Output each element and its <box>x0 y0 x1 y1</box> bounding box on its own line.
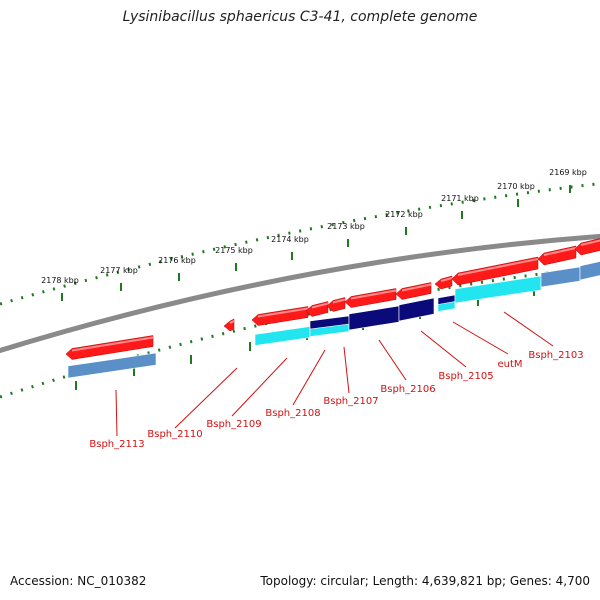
gene-label: Bsph_2108 <box>265 408 320 419</box>
gene-bar-right-1 <box>540 266 581 288</box>
cds-arrow-right-1-highlight <box>543 247 577 256</box>
ruler-label: 2178 kbp <box>41 276 79 285</box>
cds-arrow-bsph-2108-highlight <box>311 302 329 309</box>
cds-arrow-bsph-2105-highlight <box>401 283 432 292</box>
gene-bar-eutm <box>437 301 456 312</box>
cds-arrow-right-2-highlight <box>580 239 600 246</box>
cds-arrow-bsph-2107-highlight <box>332 298 346 304</box>
cds-arrow-bsph-2110-highlight <box>229 320 235 324</box>
gene-bar-bsph-2105 <box>398 297 435 322</box>
callout-line <box>503 311 554 347</box>
map-title: Lysinibacillus sphaericus C3-41, complet… <box>122 9 478 25</box>
ruler-labels: 2169 kbp 2170 kbp 2171 kbp 2172 kbp 2173 kbp… <box>41 168 587 285</box>
gene-label: Bsph_2107 <box>323 396 378 407</box>
gene-label: Bsph_2110 <box>147 429 202 440</box>
genome-backbone <box>0 233 600 354</box>
gene-bar-bsph-2113 <box>67 352 157 379</box>
ruler-label: 2175 kbp <box>215 246 253 255</box>
gene-label: Bsph_2113 <box>89 439 144 450</box>
ruler-label: 2176 kbp <box>158 256 196 265</box>
ruler-label: 2173 kbp <box>327 222 365 231</box>
callout-line <box>231 357 288 417</box>
feature-track <box>65 238 600 379</box>
gene-label: Bsph_2103 <box>528 350 583 361</box>
accession-text: Accession: NC_010382 <box>10 574 147 588</box>
ruler-label: 2174 kbp <box>271 235 309 244</box>
gene-label: Bsph_2105 <box>438 371 493 382</box>
callout-line <box>378 339 407 381</box>
ruler-label: 2172 kbp <box>385 210 423 219</box>
ruler-label: 2169 kbp <box>549 168 587 177</box>
outer-ruler <box>0 182 600 306</box>
gene-label: Bsph_2106 <box>380 384 435 395</box>
callout-line <box>115 389 118 437</box>
cds-arrow-bsph-2109-highlight <box>257 307 309 318</box>
cds-arrow-bsph-2103-highlight <box>457 258 539 276</box>
gene-label-callouts: Bsph_2103 eutM Bsph_2105Bsph_2106Bsph_2107… <box>89 311 584 450</box>
gene-label: eutM <box>497 359 522 370</box>
ruler-label: 2171 kbp <box>441 194 479 203</box>
cds-arrow-bsph-2113-highlight <box>71 336 154 352</box>
genome-summary-text: Topology: circular; Length: 4,639,821 bp… <box>260 574 590 588</box>
gene-label: Bsph_2109 <box>206 419 261 430</box>
callout-line <box>420 330 467 368</box>
gene-bar-bsph-2109 <box>254 326 311 346</box>
cds-arrow-bsph-2106-highlight <box>350 289 397 300</box>
cds-arrow-eutm-highlight <box>440 277 453 282</box>
callout-line <box>292 349 326 406</box>
callout-line <box>174 367 238 429</box>
gene-bar-right-2 <box>579 261 600 281</box>
ruler-label: 2177 kbp <box>100 266 138 275</box>
callout-line <box>343 346 350 394</box>
ruler-label: 2170 kbp <box>497 182 535 191</box>
gene-bar-bsph-2103 <box>454 275 542 304</box>
gene-bar-bsph-2106 <box>348 305 400 331</box>
callout-line <box>452 321 509 355</box>
